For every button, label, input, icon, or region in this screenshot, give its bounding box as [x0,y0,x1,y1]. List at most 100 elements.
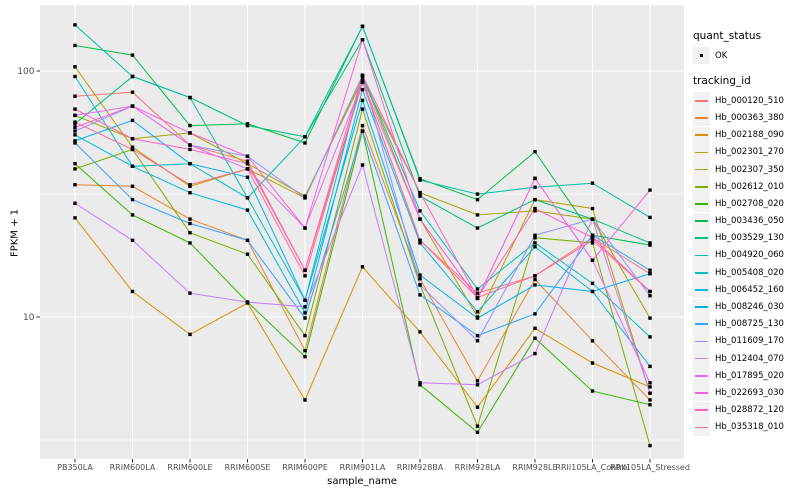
data-point [130,145,135,149]
legend-entry-label: Hb_004920_060 [715,250,784,261]
legend-key [693,109,710,127]
data-point [475,310,480,314]
data-point [418,241,422,245]
data-point [360,123,365,128]
data-point [475,339,480,343]
data-point [533,209,537,213]
data-point [303,316,307,320]
data-point [648,268,652,272]
line-swatch-icon [695,203,708,205]
data-point [648,188,652,192]
data-point [130,147,135,152]
data-point [73,122,77,126]
line-swatch-icon [695,271,708,274]
data-point [188,332,192,337]
legend-key [693,246,710,264]
data-point [475,333,480,338]
data-point [188,123,192,128]
data-point [590,217,595,221]
x-tick-label: RRIM600LE [167,463,212,472]
data-point [360,73,365,78]
x-tick-label: RRIM928BA [397,463,444,472]
legend-entry-label: Hb_005408_020 [715,267,784,278]
data-point [245,161,250,166]
data-point [590,206,595,211]
data-point [130,137,135,141]
data-point [73,141,77,145]
data-point [475,379,480,383]
legend: quant_status OK tracking_id Hb_000120_51… [693,30,784,436]
data-point [130,118,135,123]
data-point [475,287,480,291]
legend-entry: Hb_011609_170 [693,332,784,350]
data-point [533,185,537,189]
y-axis-title: FPKM + 1 [9,208,21,258]
data-point [533,336,537,340]
data-point [360,38,365,42]
data-point [73,216,77,220]
data-point [418,178,422,182]
data-point [533,233,537,237]
data-point [245,122,250,126]
data-point [648,241,652,245]
data-point [533,206,537,211]
data-point [73,94,77,98]
legend-entry-label: Hb_008246_030 [715,302,784,313]
legend-entry-label: Hb_002612_010 [715,181,784,192]
legend-key [693,143,710,161]
data-point [533,326,537,330]
data-point [360,163,365,167]
line-swatch-icon [695,220,708,222]
data-point [533,245,537,249]
x-tick-label: RRIM600LA [110,463,156,472]
line-swatch-icon [695,340,708,343]
data-point [73,65,77,69]
data-point [648,398,652,402]
legend-entry: Hb_000363_380 [693,109,784,127]
data-point [475,213,480,217]
data-point [475,430,480,434]
legend-key [693,47,710,65]
data-point [130,197,135,202]
data-point [418,238,422,243]
legend-key [693,350,710,368]
data-point [648,243,652,247]
data-point [475,383,480,387]
data-point [590,236,595,240]
legend-entry-label: Hb_002307_350 [715,164,784,175]
data-point [73,139,77,143]
data-point [245,175,250,179]
data-point [533,236,537,240]
legend-key [693,401,710,419]
data-point [73,125,77,130]
data-point [590,339,595,343]
legend-entry: Hb_012404_070 [693,350,784,368]
data-point [648,391,652,395]
line-swatch-icon [695,185,708,188]
data-point [303,135,307,139]
data-point [648,294,652,298]
data-point [245,167,250,171]
line-swatch-icon [695,357,708,360]
data-point [303,311,307,315]
data-point [418,209,422,213]
data-point [418,330,422,334]
data-point [648,381,652,385]
data-point [130,289,135,294]
data-point [303,348,307,353]
data-point [475,295,480,300]
data-point [590,181,595,185]
data-point [73,107,77,111]
legend-key [693,367,710,385]
data-point [245,154,250,159]
legend-entry-label: Hb_006452_160 [715,284,784,295]
line-swatch-icon [695,323,708,326]
data-point [590,281,595,286]
data-point [418,381,422,385]
legend-key [693,126,710,144]
data-point [188,221,192,226]
data-point [648,271,652,276]
legend-entry: Hb_002307_350 [693,161,784,179]
data-point [418,277,422,281]
data-point [418,217,422,221]
